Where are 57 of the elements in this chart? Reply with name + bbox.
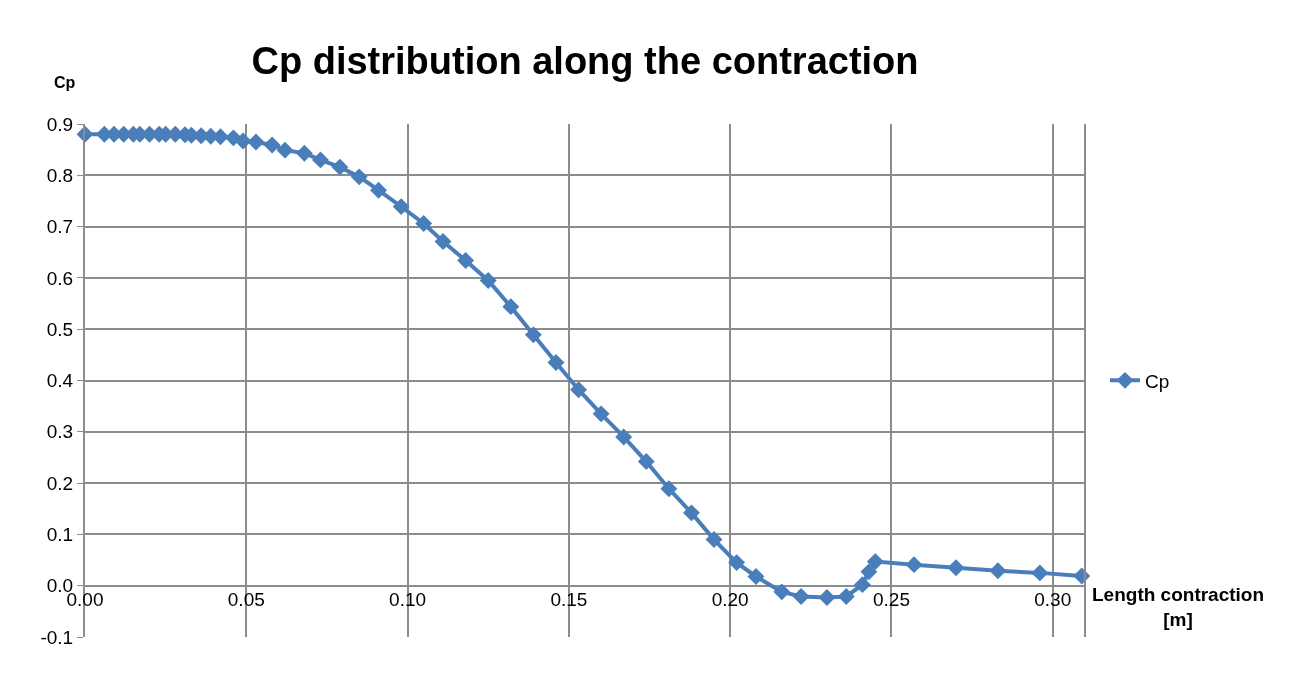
point <box>637 453 655 470</box>
y-tick-label: 0.3 <box>46 421 74 443</box>
point <box>295 144 313 162</box>
point <box>705 531 723 548</box>
point <box>234 132 252 150</box>
x-tick-label: 0.30 <box>1034 588 1072 610</box>
y-tick-label: -0.1 <box>40 626 74 648</box>
point <box>392 198 410 216</box>
y-tick-label: 0.9 <box>46 113 74 135</box>
point <box>415 215 433 232</box>
legend-label: Cp <box>1145 370 1170 392</box>
point <box>947 559 965 577</box>
point <box>1031 564 1049 582</box>
point <box>350 168 368 186</box>
y-tick-label: 0.6 <box>46 267 74 289</box>
point <box>457 252 475 269</box>
point <box>370 181 387 199</box>
chart-title: Cp distribution along the contraction <box>251 40 919 83</box>
x-tick-label: 0.05 <box>227 588 265 610</box>
point <box>247 133 265 151</box>
point <box>434 233 452 250</box>
point <box>479 272 497 289</box>
point <box>547 354 565 371</box>
x-tick-label: 0.15 <box>550 588 588 610</box>
point <box>866 553 884 571</box>
point <box>331 158 349 176</box>
y-tick-label: 0.8 <box>46 164 74 186</box>
point <box>728 554 746 572</box>
point <box>502 298 520 316</box>
point <box>524 326 542 344</box>
y-tick-label: 0.5 <box>46 318 74 340</box>
point <box>747 568 765 585</box>
point <box>615 428 633 446</box>
point <box>860 563 878 581</box>
point <box>570 381 587 399</box>
point <box>660 480 678 498</box>
point <box>592 405 610 423</box>
point <box>312 151 329 169</box>
y-tick-label: 0.2 <box>46 472 74 494</box>
x-tick-label: 0.10 <box>389 588 427 610</box>
x-axis-title: Length contraction [m] <box>1092 584 1265 630</box>
y-tick-label: 0.7 <box>46 216 74 238</box>
point <box>989 562 1007 580</box>
y-axis-title: Cp <box>54 74 76 91</box>
point <box>905 556 923 574</box>
point <box>818 589 836 606</box>
y-tick-label: 0.4 <box>46 370 74 392</box>
x-tick-label: 0.25 <box>872 588 910 610</box>
point <box>773 583 791 601</box>
point <box>853 576 871 594</box>
x-tick-label: 0.20 <box>711 588 749 610</box>
point <box>683 504 700 522</box>
y-tick-label: 0.1 <box>46 524 74 546</box>
point <box>276 141 294 159</box>
point <box>837 588 855 605</box>
point <box>263 136 281 154</box>
point <box>792 588 810 605</box>
